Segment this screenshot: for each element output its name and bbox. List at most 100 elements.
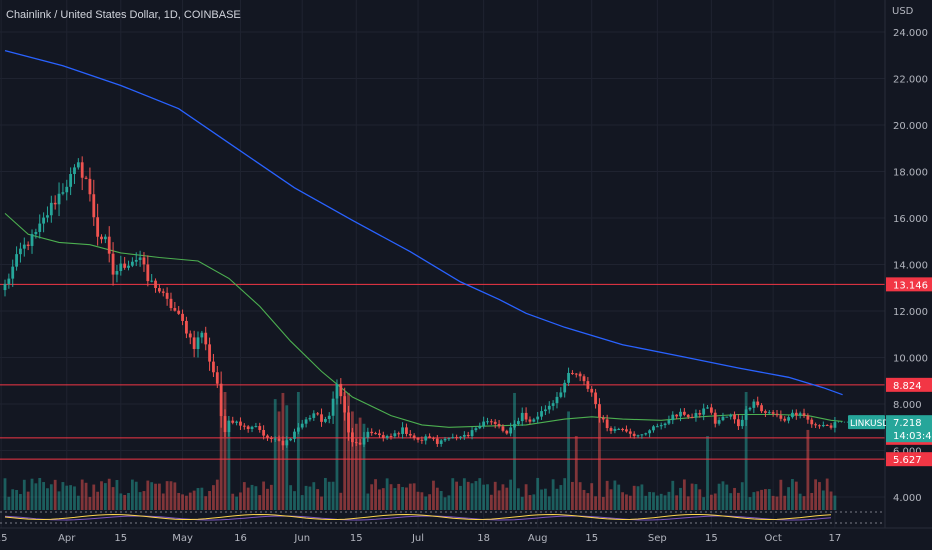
volume-bar — [130, 479, 134, 510]
candle-body — [412, 435, 416, 438]
candle-body — [177, 310, 181, 314]
candle-body — [632, 433, 636, 437]
volume-bars — [3, 392, 837, 510]
candle-body — [791, 412, 794, 418]
time-tick-label: 15 — [705, 533, 718, 544]
volume-bar — [497, 490, 501, 510]
volume-bar — [717, 483, 721, 510]
volume-bar — [493, 481, 497, 510]
volume-bar — [96, 491, 100, 510]
candle-body — [571, 372, 574, 374]
candle-body — [181, 313, 184, 321]
price-axis[interactable]: 4.000 6.000 8.000 10.000 12.000 14.000 16.000 1… — [893, 28, 928, 504]
candle-body — [347, 412, 350, 433]
moving-average-fast — [4, 212, 843, 428]
candle-body — [829, 425, 833, 428]
time-axis[interactable]: 15 Apr 15 May 16 Jun 15 Jul 18 Aug 15 Sep 15 Oct 17 — [0, 533, 841, 544]
candle-body — [161, 291, 165, 293]
volume-bar — [327, 481, 331, 510]
time-tick-label: Jun — [293, 533, 310, 544]
time-tick-label: 15 — [114, 533, 127, 544]
candle-body — [219, 383, 223, 417]
volume-bar — [482, 484, 486, 510]
volume-bar — [501, 484, 505, 510]
candle-body — [794, 412, 798, 416]
candle-body — [100, 236, 103, 240]
volume-bar — [737, 492, 740, 510]
volume-bar — [192, 490, 196, 510]
moving-average-slow — [4, 49, 843, 396]
price-tick-label: 22.000 — [893, 75, 928, 86]
candle-body — [103, 236, 107, 240]
candle-body — [474, 428, 478, 431]
volume-bar — [578, 482, 582, 510]
volume-bar — [76, 495, 80, 510]
volume-bar — [200, 487, 204, 510]
candle-body — [26, 244, 30, 246]
volume-bar — [590, 483, 594, 510]
candle-body — [594, 392, 597, 405]
candle-body — [771, 412, 775, 414]
volume-bar — [65, 485, 69, 510]
volume-bar — [165, 481, 169, 510]
candle-body — [281, 440, 285, 446]
candle-body — [810, 419, 814, 425]
price-axis-currency: USD — [892, 6, 914, 17]
symbol-title[interactable]: Chainlink / United States Dollar, 1D, CO… — [6, 9, 241, 21]
volume-bar — [343, 392, 347, 510]
candle-body — [686, 414, 690, 417]
volume-bar — [528, 495, 532, 510]
candle-body — [242, 425, 246, 427]
volume-bar — [632, 485, 636, 510]
candle-body — [293, 431, 296, 439]
volume-bar — [659, 493, 663, 510]
volume-bar — [339, 492, 343, 510]
candle-body — [420, 439, 424, 441]
candle-body — [277, 438, 281, 441]
candle-body — [833, 422, 837, 428]
candle-body — [764, 411, 767, 413]
volume-bar — [451, 478, 455, 510]
candle-body — [61, 192, 65, 194]
volume-bar — [563, 478, 567, 510]
price-tick-label: 20.000 — [893, 121, 928, 132]
candle-body — [424, 436, 428, 441]
price-tick-label: 4.000 — [893, 493, 922, 504]
volume-bar — [92, 484, 96, 510]
time-tick-label: Oct — [764, 533, 781, 544]
candle-body — [798, 413, 802, 416]
level-label-box — [886, 452, 932, 467]
volume-bar — [536, 477, 540, 510]
volume-bar — [154, 483, 157, 510]
candle-body — [509, 427, 513, 434]
candle-body — [11, 266, 15, 279]
volume-bar — [725, 484, 729, 510]
candle-body — [123, 263, 127, 268]
volume-bar — [158, 483, 161, 510]
candle-body — [551, 403, 555, 406]
candle-body — [185, 320, 188, 334]
volume-bar — [46, 488, 49, 510]
volume-bar — [775, 496, 779, 510]
volume-bar — [370, 484, 374, 510]
time-tick-label: 15 — [0, 533, 8, 544]
volume-bar — [767, 489, 771, 510]
candle-body — [451, 437, 455, 439]
candle-body — [19, 248, 22, 255]
candle-body — [802, 413, 806, 416]
candle-body — [787, 417, 790, 421]
volume-bar — [397, 483, 401, 510]
volume-bar — [806, 429, 810, 510]
volume-bar — [127, 493, 130, 510]
volume-bar — [439, 491, 443, 510]
volume-bar — [520, 496, 524, 510]
volume-bar — [389, 484, 393, 510]
volume-bar — [771, 495, 775, 510]
candle-body — [405, 427, 408, 434]
volume-bar — [833, 495, 837, 510]
volume-bar — [100, 481, 103, 510]
candle-body — [165, 292, 169, 299]
candle-body — [130, 261, 134, 266]
